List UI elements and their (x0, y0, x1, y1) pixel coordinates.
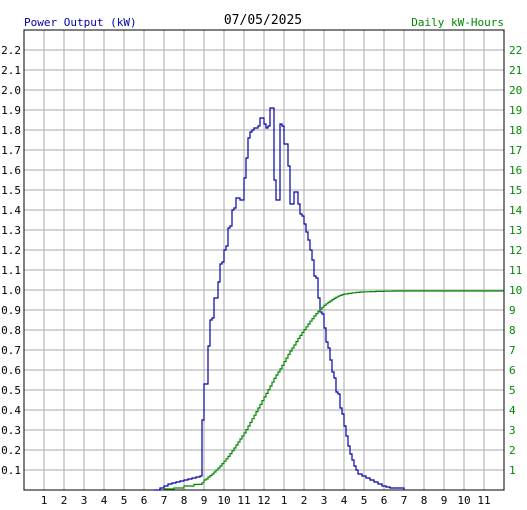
y-left-tick-label: 1.7 (1, 144, 21, 157)
y-right-tick-label: 13 (509, 224, 522, 237)
y-right-tick-label: 5 (509, 384, 516, 397)
y-left-tick-label: 1.6 (1, 164, 21, 177)
y-right-tick-label: 20 (509, 84, 522, 97)
y-right-tick-label: 10 (509, 284, 522, 297)
y-right-tick-label: 12 (509, 244, 522, 257)
y-left-tick-label: 1.5 (1, 184, 21, 197)
y-left-tick-label: 0.7 (1, 344, 21, 357)
y-left-tick-label: 0.6 (1, 364, 21, 377)
x-tick-label: 5 (121, 494, 128, 507)
y-right-tick-label: 8 (509, 324, 516, 337)
y-left-tick-label: 1.8 (1, 124, 21, 137)
x-tick-label: 9 (201, 494, 208, 507)
grid-lines (24, 30, 504, 490)
y-right-tick-label: 9 (509, 304, 516, 317)
plot-frame (23, 29, 505, 491)
y-left-tick-label: 2.0 (1, 84, 21, 97)
x-tick-label: 11 (477, 494, 490, 507)
x-tick-label: 4 (341, 494, 348, 507)
y-left-tick-label: 0.8 (1, 324, 21, 337)
x-tick-label: 5 (361, 494, 368, 507)
left-axis-title: Power Output (kW) (24, 16, 137, 29)
y-left-tick-label: 1.4 (1, 204, 21, 217)
x-tick-label: 8 (421, 494, 428, 507)
x-tick-label: 1 (41, 494, 48, 507)
x-tick-label: 11 (237, 494, 250, 507)
y-left-tick-label: 1.3 (1, 224, 21, 237)
x-tick-label: 8 (181, 494, 188, 507)
y-right-tick-label: 18 (509, 124, 522, 137)
x-tick-label: 2 (301, 494, 308, 507)
x-tick-label: 10 (217, 494, 230, 507)
daily-kwh-series-line (164, 290, 504, 490)
x-tick-label: 3 (81, 494, 88, 507)
chart-date-title: 07/05/2025 (224, 13, 302, 28)
y-right-tick-label: 15 (509, 184, 522, 197)
y-right-tick-label: 17 (509, 144, 522, 157)
power-output-series-line (154, 107, 405, 491)
x-tick-label: 7 (161, 494, 168, 507)
series-lines (154, 107, 504, 491)
y-right-tick-label: 21 (509, 64, 522, 77)
x-tick-label: 2 (61, 494, 68, 507)
y-left-tick-label: 1.1 (1, 264, 21, 277)
right-axis-title: Daily kW-Hours (411, 16, 504, 29)
x-tick-label: 10 (457, 494, 470, 507)
axis-ticks: 1 2 3 4 5 6 7 8 9 10 11 12 1 2 3 4 5 6 7 8 9 10 110.10.20.30.4… (1, 44, 522, 507)
y-left-tick-label: 0.2 (1, 444, 21, 457)
y-right-tick-label: 16 (509, 164, 522, 177)
y-left-tick-label: 0.1 (1, 464, 21, 477)
y-left-tick-label: 0.9 (1, 304, 21, 317)
y-right-tick-label: 6 (509, 364, 516, 377)
x-tick-label: 6 (381, 494, 388, 507)
y-right-tick-label: 1 (509, 464, 516, 477)
y-left-tick-label: 2.2 (1, 44, 21, 57)
x-tick-label: 4 (101, 494, 108, 507)
y-right-tick-label: 4 (509, 404, 516, 417)
x-tick-label: 12 (257, 494, 270, 507)
y-left-tick-label: 0.5 (1, 384, 21, 397)
x-tick-label: 3 (321, 494, 328, 507)
y-right-tick-label: 7 (509, 344, 516, 357)
y-left-tick-label: 1.9 (1, 104, 21, 117)
x-tick-label: 6 (141, 494, 148, 507)
y-left-tick-label: 0.3 (1, 424, 21, 437)
y-left-tick-label: 1.2 (1, 244, 21, 257)
x-tick-label: 9 (441, 494, 448, 507)
x-tick-label: 7 (401, 494, 408, 507)
y-left-tick-label: 0.4 (1, 404, 21, 417)
y-left-tick-label: 2.1 (1, 64, 21, 77)
y-right-tick-label: 3 (509, 424, 516, 437)
y-right-tick-label: 14 (509, 204, 523, 217)
y-right-tick-label: 19 (509, 104, 522, 117)
y-right-tick-label: 22 (509, 44, 522, 57)
x-tick-label: 1 (281, 494, 288, 507)
y-right-tick-label: 11 (509, 264, 522, 277)
y-left-tick-label: 1.0 (1, 284, 21, 297)
y-right-tick-label: 2 (509, 444, 516, 457)
